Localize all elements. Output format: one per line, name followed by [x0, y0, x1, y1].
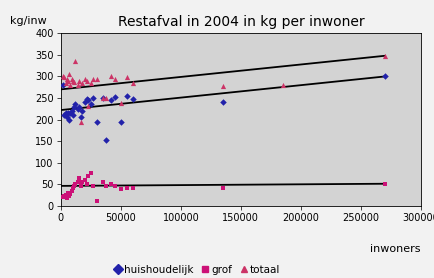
Point: [70, 80, 77, 84]
Point: [65, 191, 72, 195]
Point: [78, 184, 85, 188]
Point: [219, 100, 227, 105]
Point: [81, 76, 88, 81]
Point: [219, 84, 227, 88]
Point: [381, 74, 388, 79]
Point: [111, 76, 118, 81]
Point: [62, 111, 69, 115]
Point: [90, 96, 97, 100]
Point: [81, 178, 88, 182]
Point: [65, 78, 72, 83]
Point: [69, 113, 76, 117]
Point: [85, 103, 92, 108]
Point: [84, 97, 91, 101]
Point: [129, 81, 136, 85]
Point: [63, 196, 70, 200]
Point: [84, 182, 91, 186]
Point: [74, 180, 81, 184]
Point: [68, 109, 75, 113]
Point: [62, 193, 69, 197]
Point: [61, 113, 68, 117]
Point: [93, 120, 100, 124]
Point: [61, 75, 68, 80]
Point: [69, 78, 76, 83]
Point: [123, 185, 130, 190]
Point: [68, 188, 75, 193]
Point: [72, 102, 79, 107]
Point: [117, 120, 124, 124]
Point: [108, 74, 115, 79]
Point: [103, 138, 110, 142]
Point: [66, 194, 72, 198]
Point: [66, 117, 72, 122]
Point: [61, 194, 68, 198]
Point: [123, 94, 130, 98]
Point: [60, 195, 67, 199]
Point: [129, 97, 136, 101]
Point: [78, 115, 85, 120]
Point: [90, 76, 97, 81]
Point: [381, 182, 388, 186]
Point: [66, 72, 72, 76]
Point: [85, 173, 92, 178]
Point: [84, 78, 91, 83]
Point: [74, 83, 81, 87]
Point: [129, 186, 136, 191]
Point: [103, 96, 110, 100]
Point: [72, 182, 79, 186]
Point: [76, 104, 82, 109]
Point: [93, 76, 100, 81]
Point: [111, 184, 118, 188]
Point: [68, 76, 75, 81]
Point: [79, 109, 86, 113]
Legend: huishoudelijk, grof, totaal: huishoudelijk, grof, totaal: [112, 262, 283, 278]
Point: [219, 186, 227, 191]
Point: [69, 186, 76, 191]
Point: [99, 96, 106, 100]
Point: [63, 76, 70, 81]
Point: [65, 111, 72, 115]
Point: [87, 81, 94, 85]
Text: kg/inw: kg/inw: [10, 16, 47, 26]
Point: [87, 171, 94, 176]
Point: [60, 74, 67, 79]
Point: [72, 59, 79, 64]
Point: [108, 182, 115, 186]
Point: [123, 75, 130, 80]
Point: [381, 54, 388, 58]
Point: [70, 184, 77, 188]
Point: [81, 100, 88, 105]
Point: [279, 83, 286, 87]
Point: [103, 184, 110, 188]
Point: [67, 83, 74, 87]
Point: [78, 120, 85, 124]
Point: [74, 106, 81, 111]
Point: [99, 96, 106, 100]
Point: [117, 187, 124, 192]
Point: [70, 104, 77, 109]
Point: [76, 78, 82, 83]
Point: [85, 98, 92, 102]
Point: [99, 180, 106, 184]
Title: Restafval in 2004 in kg per inwoner: Restafval in 2004 in kg per inwoner: [118, 15, 364, 29]
Point: [93, 199, 100, 203]
Point: [90, 184, 97, 188]
Point: [63, 115, 70, 120]
Point: [62, 81, 69, 85]
Point: [108, 98, 115, 102]
Point: [79, 180, 86, 184]
Text: inwoners: inwoners: [371, 244, 421, 254]
Point: [111, 95, 118, 99]
Point: [67, 111, 74, 115]
Point: [87, 102, 94, 107]
Point: [117, 101, 124, 105]
Point: [67, 192, 74, 196]
Point: [60, 83, 67, 87]
Point: [76, 175, 82, 180]
Point: [79, 81, 86, 85]
